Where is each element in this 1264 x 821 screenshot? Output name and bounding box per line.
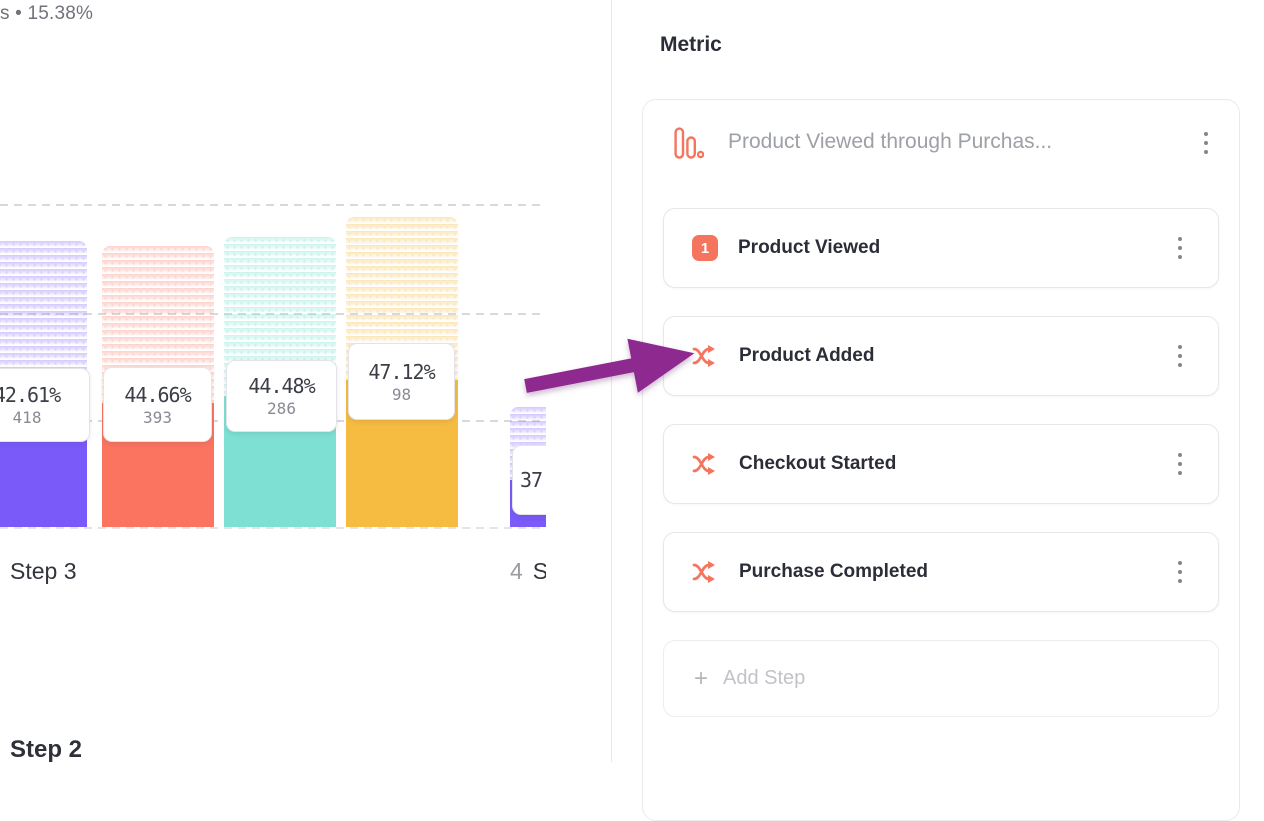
kebab-dot bbox=[1204, 132, 1208, 136]
step-row-product-viewed[interactable]: 1 Product Viewed bbox=[663, 208, 1219, 288]
kebab-dot bbox=[1178, 471, 1182, 475]
chart-summary-partial-text: s • 15.38% bbox=[0, 3, 94, 24]
metric-name-truncated[interactable]: Product Viewed through Purchas... bbox=[728, 130, 1053, 153]
value-label-card: 42.61% 418 bbox=[0, 368, 90, 442]
kebab-dot bbox=[1178, 462, 1182, 466]
value-label-card: 44.48% 286 bbox=[226, 360, 337, 432]
step-row-label: Product Added bbox=[739, 345, 875, 366]
conversion-count: 418 bbox=[12, 408, 42, 427]
shuffle-icon bbox=[692, 453, 715, 475]
kebab-dot bbox=[1178, 345, 1182, 349]
step-number: 4 bbox=[510, 558, 523, 584]
step-row-label: Purchase Completed bbox=[739, 561, 928, 582]
conversion-pct: 37 bbox=[520, 468, 543, 492]
x-axis-label-step4: 4 Step 4 bbox=[510, 558, 546, 585]
section-heading-step2: Step 2 bbox=[10, 736, 83, 762]
shuffle-icon bbox=[692, 345, 715, 367]
gridline bbox=[0, 313, 546, 315]
step-row-kebab-menu[interactable] bbox=[1172, 557, 1188, 587]
step-row-label: Product Viewed bbox=[738, 237, 881, 258]
conversion-pct: 44.66% bbox=[124, 382, 191, 407]
x-axis-label-step3: Step 3 bbox=[10, 558, 77, 585]
plus-icon: + bbox=[694, 664, 709, 692]
conversion-pct: 42.61% bbox=[0, 383, 61, 407]
baseline-gridline bbox=[0, 527, 546, 529]
value-label-card-partial: 37 bbox=[512, 445, 546, 515]
conversion-count: 393 bbox=[143, 407, 172, 427]
kebab-dot bbox=[1178, 237, 1182, 241]
kebab-dot bbox=[1178, 354, 1182, 358]
kebab-dot bbox=[1178, 246, 1182, 250]
add-step-button[interactable]: + Add Step bbox=[663, 640, 1219, 717]
panel-divider bbox=[611, 0, 612, 762]
add-step-label: Add Step bbox=[723, 667, 806, 689]
annotation-arrow bbox=[524, 338, 695, 393]
shuffle-icon bbox=[692, 561, 715, 583]
kebab-dot bbox=[1178, 570, 1182, 574]
conversion-count: 286 bbox=[267, 399, 296, 418]
step-number-badge: 1 bbox=[692, 235, 718, 261]
kebab-dot bbox=[1178, 255, 1182, 259]
conversion-count: 98 bbox=[391, 384, 412, 404]
value-label-card: 44.66% 393 bbox=[103, 367, 212, 442]
kebab-dot bbox=[1178, 579, 1182, 583]
metric-kebab-menu[interactable] bbox=[1198, 128, 1214, 158]
kebab-dot bbox=[1178, 453, 1182, 457]
funnel-chart-area: s • 15.38% 42.61% 418 44.66% 393 44.48% … bbox=[0, 0, 546, 762]
kebab-dot bbox=[1204, 150, 1208, 154]
kebab-dot bbox=[1178, 561, 1182, 565]
step-row-kebab-menu[interactable] bbox=[1172, 449, 1188, 479]
conversion-pct: 44.48% bbox=[248, 374, 315, 398]
value-label-card: 47.12% 98 bbox=[348, 343, 455, 420]
step-row-checkout-started[interactable]: Checkout Started bbox=[663, 424, 1219, 504]
step-label-text: Step 3 bbox=[10, 558, 77, 584]
funnel-metric-icon bbox=[674, 127, 704, 159]
step-row-kebab-menu[interactable] bbox=[1172, 233, 1188, 263]
step-row-kebab-menu[interactable] bbox=[1172, 341, 1188, 371]
kebab-dot bbox=[1204, 141, 1208, 145]
gridline bbox=[0, 204, 546, 206]
step-row-purchase-completed[interactable]: Purchase Completed bbox=[663, 532, 1219, 612]
step-row-product-added[interactable]: Product Added bbox=[663, 316, 1219, 396]
step-label-text: Step 4 bbox=[532, 558, 546, 584]
kebab-dot bbox=[1178, 363, 1182, 367]
metric-panel-title: Metric bbox=[660, 33, 722, 56]
conversion-pct: 47.12% bbox=[368, 359, 435, 384]
step-row-label: Checkout Started bbox=[739, 453, 897, 474]
